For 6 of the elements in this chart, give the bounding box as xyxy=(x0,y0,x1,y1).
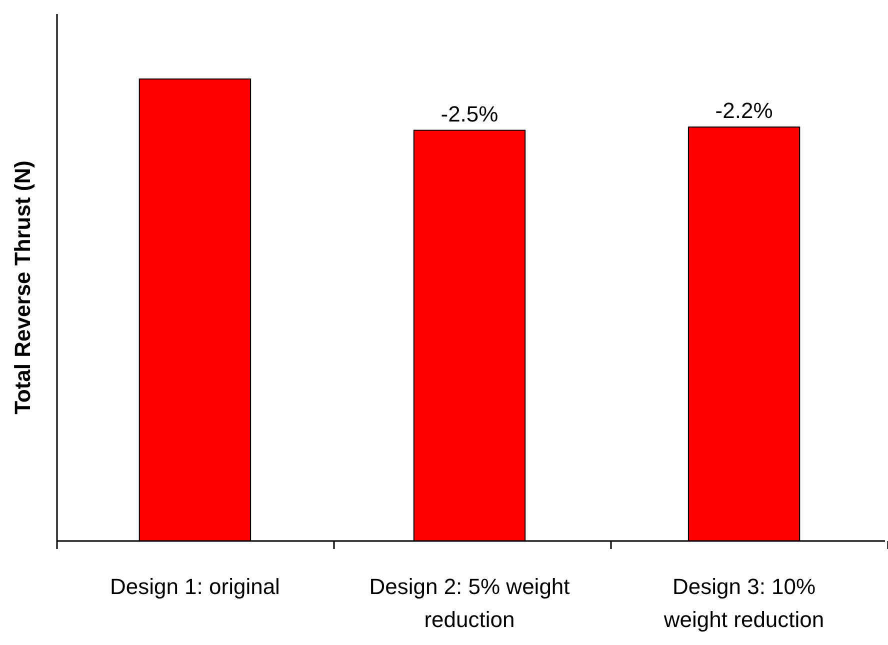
annotation: -2.5% xyxy=(440,101,498,126)
x-tick-label: Design 1: original xyxy=(110,574,280,599)
x-tick-label: Design 3: 10% weight reduction xyxy=(662,574,824,632)
x-tick-label: Design 2: 5% weight reduction xyxy=(369,574,570,632)
y-axis-title: Total Reverse Thrust (N) xyxy=(10,160,35,414)
annotation: -2.2% xyxy=(715,98,773,124)
